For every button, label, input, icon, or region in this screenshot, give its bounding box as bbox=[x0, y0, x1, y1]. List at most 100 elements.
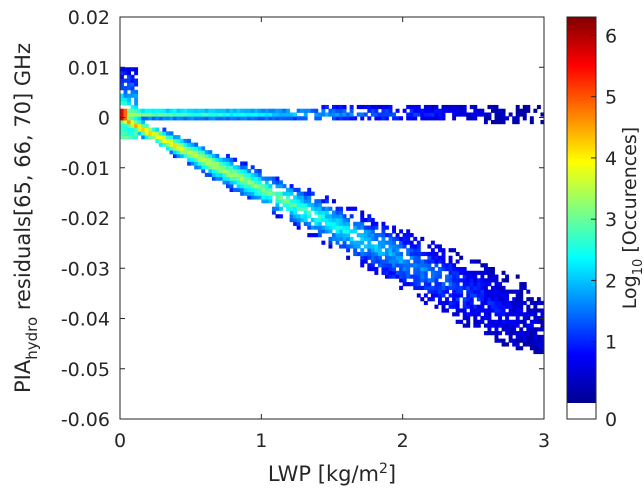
heat-cell bbox=[236, 180, 241, 185]
heat-cell bbox=[226, 165, 230, 170]
heat-cell bbox=[321, 218, 326, 223]
heat-cell bbox=[416, 263, 421, 268]
heat-cell bbox=[420, 108, 425, 113]
heat-cell bbox=[353, 116, 358, 121]
heat-cell bbox=[455, 312, 460, 317]
heat-cell bbox=[134, 120, 139, 125]
heat-cell bbox=[215, 153, 220, 159]
heat-cell bbox=[310, 218, 315, 223]
heat-cell bbox=[356, 221, 361, 226]
heat-cell bbox=[455, 308, 460, 313]
heat-cell bbox=[293, 210, 298, 215]
heat-cell bbox=[381, 270, 386, 275]
heat-cell bbox=[505, 304, 510, 309]
heat-cell bbox=[494, 285, 499, 291]
heat-cell bbox=[279, 191, 283, 196]
heat-cell bbox=[282, 112, 287, 117]
heat-cell bbox=[127, 112, 131, 117]
heat-cell bbox=[402, 282, 407, 287]
heat-cell bbox=[476, 259, 481, 264]
heat-cell bbox=[487, 282, 492, 287]
heat-cell bbox=[494, 338, 499, 343]
heat-cell bbox=[356, 233, 361, 238]
heat-cell bbox=[423, 251, 428, 257]
heat-cell bbox=[176, 146, 181, 151]
heat-cell bbox=[388, 112, 393, 117]
heat-cell bbox=[215, 165, 220, 170]
heat-cell bbox=[480, 112, 485, 117]
heat-cell bbox=[388, 263, 393, 268]
heat-cell bbox=[430, 116, 435, 121]
heat-cell bbox=[158, 142, 163, 147]
heat-cell bbox=[455, 319, 460, 324]
heat-cell bbox=[445, 289, 449, 294]
heat-cell bbox=[169, 131, 174, 136]
heat-cell bbox=[317, 199, 322, 204]
heat-cell bbox=[462, 104, 467, 110]
heat-cell bbox=[406, 274, 411, 279]
heat-cell bbox=[388, 236, 393, 242]
x-tick-label: 3 bbox=[538, 430, 550, 452]
heat-cell bbox=[303, 199, 308, 204]
heat-cell bbox=[413, 278, 418, 283]
heat-cell bbox=[459, 266, 464, 272]
heat-cell bbox=[303, 195, 308, 200]
heat-cell bbox=[406, 263, 411, 268]
heat-cell bbox=[324, 221, 329, 226]
heat-cell bbox=[466, 300, 471, 306]
heat-cell bbox=[438, 270, 442, 275]
heat-cell bbox=[130, 104, 135, 110]
heat-cell bbox=[123, 135, 128, 140]
heat-cell bbox=[250, 191, 255, 196]
heat-cell bbox=[233, 169, 237, 174]
heat-cell bbox=[137, 108, 142, 113]
heat-cell bbox=[342, 214, 347, 219]
heat-cell bbox=[307, 199, 312, 204]
heat-cell bbox=[257, 191, 262, 196]
heat-cell bbox=[360, 251, 365, 257]
heat-cell bbox=[459, 112, 464, 117]
heat-cell bbox=[395, 255, 400, 260]
heat-cell bbox=[275, 180, 280, 185]
heat-cell bbox=[349, 112, 354, 117]
heat-cell bbox=[328, 244, 333, 249]
heat-cell bbox=[187, 153, 192, 159]
x-tick-label: 1 bbox=[255, 430, 267, 452]
heat-cell bbox=[483, 263, 488, 268]
heat-cell bbox=[360, 221, 365, 226]
heat-cell bbox=[515, 300, 520, 306]
heat-cell bbox=[501, 112, 506, 117]
heat-cell bbox=[204, 161, 209, 166]
heat-cell bbox=[505, 312, 510, 317]
heat-cell bbox=[494, 319, 499, 324]
heat-cell bbox=[374, 221, 379, 226]
heat-cell bbox=[392, 251, 396, 257]
heat-cell bbox=[151, 116, 156, 121]
heat-cell bbox=[158, 138, 163, 144]
heat-cell bbox=[515, 312, 520, 317]
heat-cell bbox=[498, 116, 502, 121]
heat-cell bbox=[469, 304, 474, 309]
heat-cell bbox=[247, 176, 252, 181]
heat-cell bbox=[455, 270, 460, 275]
heat-cell bbox=[321, 210, 326, 215]
heat-cell bbox=[314, 210, 319, 215]
heat-cell bbox=[296, 202, 301, 208]
heat-cell bbox=[173, 146, 177, 151]
heat-cell bbox=[120, 112, 124, 117]
heat-cell bbox=[229, 176, 234, 181]
heat-cell bbox=[363, 244, 368, 249]
heat-cell bbox=[229, 112, 234, 117]
heat-cell bbox=[324, 229, 329, 234]
heat-cell bbox=[529, 308, 534, 313]
y-tick-label: -0.03 bbox=[61, 258, 110, 280]
heat-cell bbox=[211, 116, 216, 121]
heat-cell bbox=[367, 255, 372, 260]
y-tick-label: -0.01 bbox=[61, 158, 110, 180]
heat-cell bbox=[183, 112, 188, 117]
heat-cell bbox=[120, 93, 124, 98]
heat-cell bbox=[275, 191, 280, 196]
heat-cell bbox=[307, 191, 312, 196]
y-tick-label: -0.04 bbox=[61, 309, 110, 331]
heat-cell bbox=[286, 112, 290, 117]
